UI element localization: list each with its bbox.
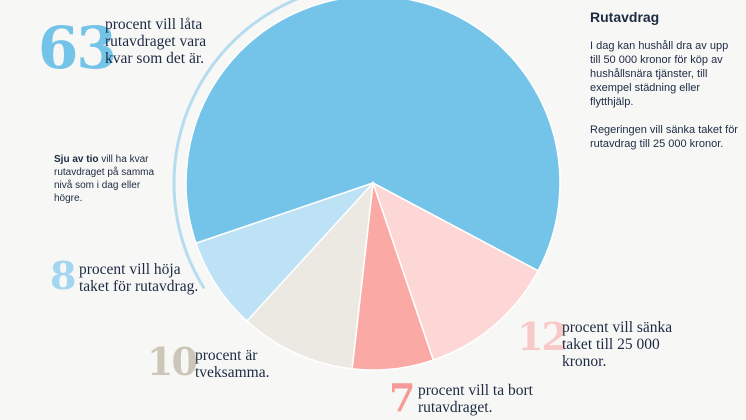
label-12: procent vill sänka taket till 25 000 kro…	[562, 319, 673, 370]
pie-slice-8	[195, 182, 374, 323]
value-7: 7	[389, 375, 415, 420]
sidebar-body: I dag kan hushåll dra av upp till 50 000…	[590, 40, 738, 150]
value-63: 63	[38, 14, 117, 82]
pie-slice-12	[371, 181, 540, 361]
highlight-arc	[172, 0, 299, 290]
summary-note: Sju av tio vill ha kvar rutavdraget på s…	[54, 153, 159, 205]
label-10: procent är tveksamma.	[195, 347, 270, 381]
value-10: 10	[147, 339, 198, 384]
note-rest: vill ha kvar rutavdraget på samma nivå s…	[54, 154, 155, 204]
label-7: procent vill ta bort rutavdraget.	[418, 382, 533, 416]
label-63: procent vill låta rutavdraget vara kvar …	[105, 16, 207, 67]
label-8: procent vill höja taket för rutavdrag.	[79, 261, 199, 295]
pie-slice-10	[245, 180, 375, 370]
sidebar-title: Rutavdrag	[590, 9, 660, 25]
value-12: 12	[517, 314, 568, 359]
value-8: 8	[50, 253, 76, 298]
pie-slice-63	[185, 0, 561, 272]
note-bold: Sju av tio	[54, 154, 99, 165]
